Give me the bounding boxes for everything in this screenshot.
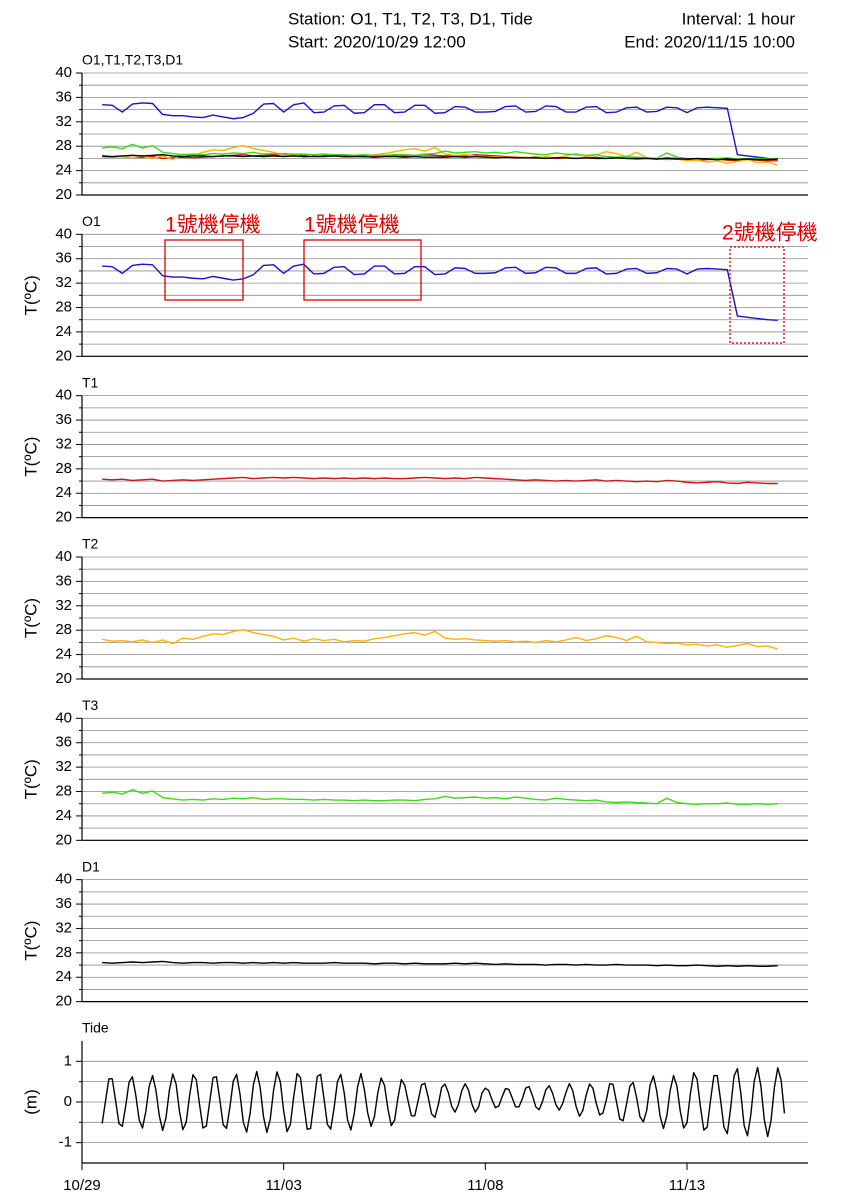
y-axis-label: T(ºC) <box>21 759 40 799</box>
annotation-box <box>303 239 422 301</box>
y-tick-label: 24 <box>55 162 72 179</box>
y-tick-label: 0 <box>64 1093 72 1110</box>
y-tick-label: 24 <box>55 484 72 501</box>
y-tick-label: 32 <box>55 113 72 130</box>
series-line <box>102 788 778 806</box>
y-tick-label: 36 <box>55 895 72 912</box>
y-tick-label: 28 <box>55 298 72 315</box>
y-tick-label: 24 <box>55 646 72 663</box>
header-end: End: 2020/11/15 10:00 <box>624 32 795 51</box>
y-tick-label: 36 <box>55 411 72 428</box>
series-line <box>102 263 778 322</box>
y-tick-label: 28 <box>55 460 72 477</box>
panel-title: O1 <box>82 213 101 229</box>
series-line <box>102 628 778 650</box>
x-tick-label: 11/08 <box>467 1177 503 1194</box>
y-tick-label: 36 <box>55 572 72 589</box>
y-tick-label: 24 <box>55 807 72 824</box>
y-tick-label: 20 <box>55 186 72 203</box>
y-tick-label: 28 <box>55 621 72 638</box>
y-tick-label: 40 <box>55 64 72 81</box>
y-tick-label: 28 <box>55 782 72 799</box>
y-axis-label: T(ºC) <box>21 437 40 477</box>
header-start: Start: 2020/10/29 12:00 <box>288 32 466 51</box>
panel-title: T1 <box>82 374 99 390</box>
panel-title: O1,T1,T2,T3,D1 <box>82 52 183 68</box>
series-line <box>102 476 778 485</box>
y-tick-label: 40 <box>55 709 72 726</box>
series-line <box>102 102 778 160</box>
panel-title: Tide <box>82 1020 109 1036</box>
panel-title: D1 <box>82 858 100 874</box>
y-tick-label: -1 <box>59 1134 72 1151</box>
y-tick-label: 32 <box>55 597 72 614</box>
panel-title: T2 <box>82 536 99 552</box>
y-tick-label: 40 <box>55 548 72 565</box>
y-tick-label: 40 <box>55 871 72 888</box>
panel-title: T3 <box>82 697 99 713</box>
y-tick-label: 40 <box>55 387 72 404</box>
y-tick-label: 40 <box>55 225 72 242</box>
y-tick-label: 24 <box>55 323 72 340</box>
y-tick-label: 36 <box>55 734 72 751</box>
y-tick-label: 32 <box>55 758 72 775</box>
x-tick-label: 11/03 <box>265 1177 301 1194</box>
annotation-label: 1號機停機 <box>304 214 400 237</box>
x-tick-label: 11/13 <box>669 1177 705 1194</box>
y-axis-label: T(ºC) <box>21 921 40 961</box>
series-line <box>102 154 778 161</box>
y-tick-label: 20 <box>55 670 72 687</box>
series-line <box>101 1066 786 1138</box>
series-line <box>102 143 778 160</box>
y-tick-label: 28 <box>55 137 72 154</box>
y-tick-label: 32 <box>55 919 72 936</box>
y-tick-label: 32 <box>55 435 72 452</box>
header-station: Station: O1, T1, T2, T3, D1, Tide <box>288 9 533 28</box>
annotation-label: 1號機停機 <box>165 214 261 237</box>
annotation-label: 2號機停機 <box>722 222 818 245</box>
y-tick-label: 36 <box>55 250 72 267</box>
series-line <box>102 960 778 967</box>
y-axis-label: T(ºC) <box>21 275 40 315</box>
header-interval: Interval: 1 hour <box>682 9 796 28</box>
y-tick-label: 20 <box>55 831 72 848</box>
y-tick-label: 32 <box>55 274 72 291</box>
y-tick-label: 20 <box>55 509 72 526</box>
annotation-box <box>729 246 785 344</box>
y-tick-label: 20 <box>55 347 72 364</box>
y-tick-label: 20 <box>55 993 72 1010</box>
x-tick-label: 10/29 <box>63 1177 101 1194</box>
y-tick-label: 28 <box>55 944 72 961</box>
y-tick-label: 1 <box>64 1052 72 1069</box>
y-tick-label: 36 <box>55 88 72 105</box>
y-axis-label: (m) <box>21 1089 40 1114</box>
y-tick-label: 24 <box>55 968 72 985</box>
y-axis-label: T(ºC) <box>21 598 40 638</box>
series-line <box>102 144 778 166</box>
annotation-box <box>164 239 244 301</box>
